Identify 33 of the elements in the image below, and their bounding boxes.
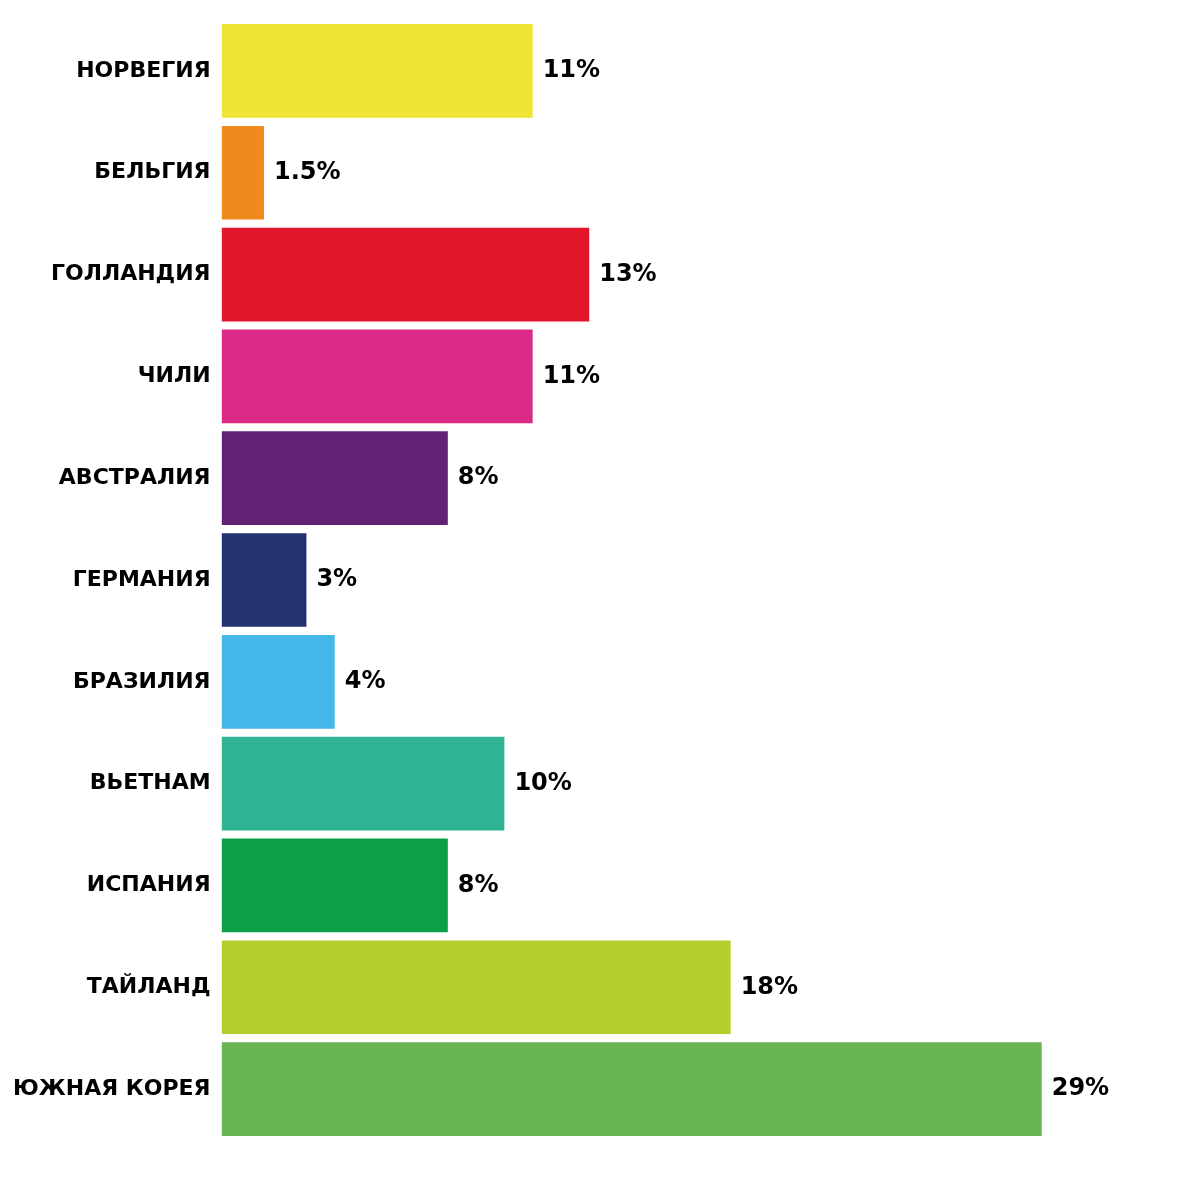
bar [221,431,448,526]
bar [221,634,335,729]
bar [221,329,533,424]
y-tick-label: НОРВЕГИЯ [76,56,211,82]
y-tick-label: ТАЙЛАНД [86,972,211,998]
data-label: 4% [344,666,386,695]
data-label: 10% [514,767,572,796]
y-tick-label: БРАЗИЛИЯ [72,667,211,693]
bar [221,1042,1042,1136]
y-tick-label: ЮЖНАЯ КОРЕЯ [12,1074,211,1100]
data-label: 8% [457,462,499,491]
y-tick-label: АВСТРАЛИЯ [58,463,211,489]
data-label: 8% [457,869,499,898]
bar [221,533,307,627]
y-tick-label: ГОЛЛАНДИЯ [50,260,211,286]
data-label: 11% [542,55,601,84]
bar [221,736,505,831]
data-label: 29% [1051,1073,1110,1102]
bar [221,24,533,118]
bar [221,125,264,220]
bar [221,227,590,322]
y-tick-label: ВЬЕТНАМ [89,769,211,795]
bar [221,838,448,933]
y-tick-label: ИСПАНИЯ [86,871,211,897]
data-label: 18% [740,971,799,1000]
y-tick-label: БЕЛЬГИЯ [94,158,211,184]
y-tick-label: ЧИЛИ [137,362,211,388]
y-tick-label: ГЕРМАНИЯ [72,565,211,591]
data-label: 3% [316,564,358,593]
bar [221,940,731,1035]
data-label: 1.5% [273,156,341,185]
data-label: 13% [599,258,657,287]
data-label: 11% [542,360,601,389]
